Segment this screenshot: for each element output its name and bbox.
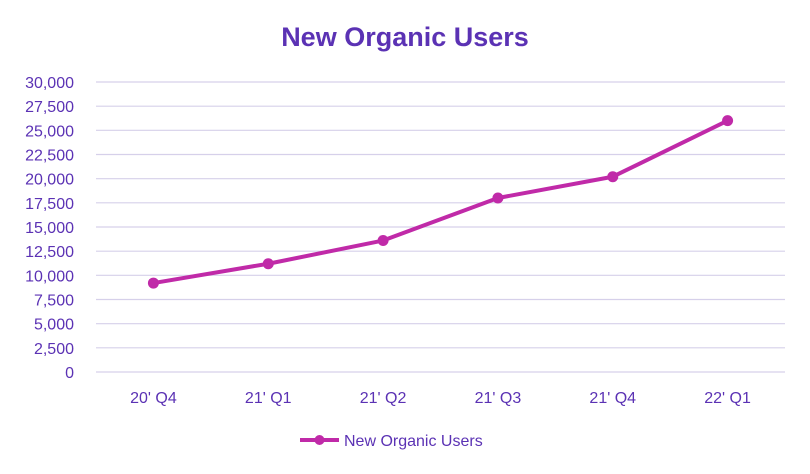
series-layer	[147, 115, 734, 289]
x-tick-label: 21' Q1	[245, 390, 292, 407]
data-point	[147, 277, 159, 289]
y-axis-ticks: 0 2,500 5,000 7,500 10,000 12,500 15,000 17,500…	[25, 75, 74, 382]
x-axis-ticks: 20' Q4 21' Q1 21' Q2 21' Q3 21' Q4 22' Q1	[130, 390, 751, 407]
chart-title: New Organic Users	[281, 22, 529, 52]
data-point	[377, 235, 389, 247]
y-tick-label: 27,500	[25, 99, 74, 116]
data-point	[492, 192, 504, 204]
legend: New Organic Users	[300, 433, 483, 450]
legend-swatch-marker	[314, 435, 325, 445]
x-tick-label: 21' Q3	[475, 390, 522, 407]
data-point	[607, 171, 619, 183]
y-tick-label: 12,500	[25, 244, 74, 261]
y-tick-label: 5,000	[34, 317, 74, 334]
legend-label: New Organic Users	[344, 433, 483, 450]
x-tick-label: 22' Q1	[704, 390, 751, 407]
y-tick-label: 10,000	[25, 268, 74, 285]
x-tick-label: 20' Q4	[130, 390, 177, 407]
y-tick-label: 15,000	[25, 220, 74, 237]
data-point	[722, 115, 734, 127]
y-tick-label: 20,000	[25, 172, 74, 189]
y-tick-label: 30,000	[25, 75, 74, 92]
y-tick-label: 25,000	[25, 123, 74, 140]
y-tick-label: 2,500	[34, 341, 74, 358]
x-tick-label: 21' Q4	[589, 390, 636, 407]
y-tick-label: 17,500	[25, 196, 74, 213]
y-tick-label: 7,500	[34, 293, 74, 310]
grid-lines	[96, 81, 785, 373]
y-tick-label: 22,500	[25, 148, 74, 165]
x-tick-label: 21' Q2	[360, 390, 407, 407]
data-point	[262, 258, 274, 270]
y-tick-label: 0	[65, 365, 74, 382]
series-line	[151, 118, 730, 286]
